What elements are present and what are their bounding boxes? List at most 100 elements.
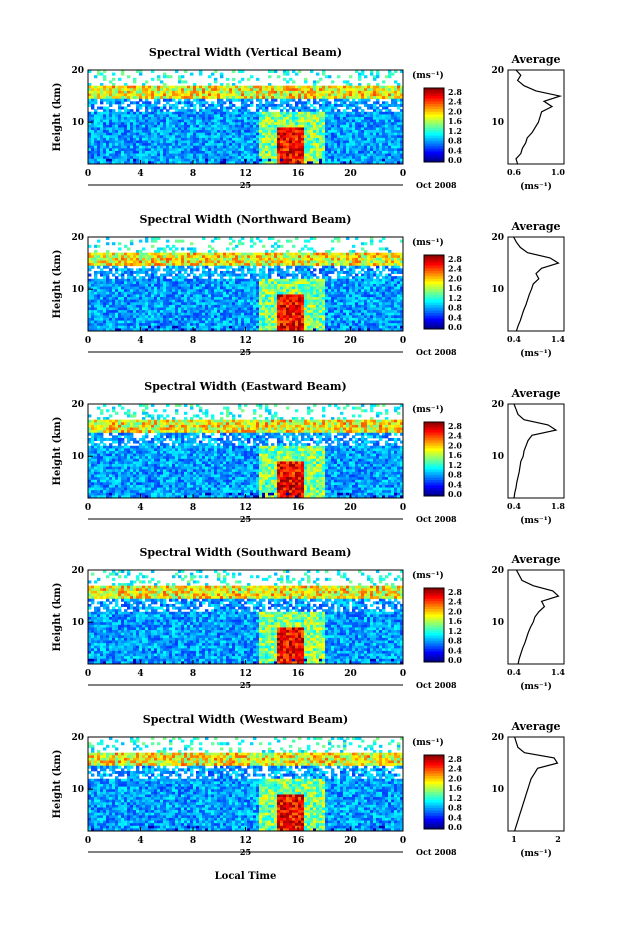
colorbar-swatch	[424, 603, 444, 607]
colorbar-swatch	[424, 595, 444, 599]
x-tick-label: 4	[137, 836, 143, 846]
colorbar-swatch	[424, 440, 444, 444]
panel-2: Spectral Width (Eastward Beam) 20 10 Height…	[52, 380, 565, 526]
colorbar-swatch	[424, 326, 444, 330]
colorbar-units: (ms⁻¹)	[412, 570, 444, 581]
x-tick-label: 8	[190, 836, 196, 846]
colorbar-swatch	[424, 760, 444, 764]
y-axis-label: Height (km)	[52, 250, 63, 319]
colorbar-swatch	[424, 435, 444, 439]
panel-title: Spectral Width (Southward Beam)	[139, 546, 351, 559]
x-tick-label: 0	[85, 503, 91, 513]
colorbar-swatch	[424, 284, 444, 288]
colorbar-swatch	[424, 632, 444, 636]
day-label: 25	[240, 680, 251, 690]
colorbar-swatch	[424, 292, 444, 296]
x-tick-label: 0	[400, 669, 406, 679]
x-tick-label: 0	[400, 336, 406, 346]
colorbar-swatch	[424, 778, 444, 782]
x-tick-label: 16	[292, 336, 305, 346]
colorbar-tick-label: 1.6	[448, 783, 462, 793]
colorbar-units: (ms⁻¹)	[412, 70, 444, 81]
x-tick-label: 8	[190, 669, 196, 679]
colorbar-swatch	[424, 815, 444, 819]
average-x-tick-label: 0.4	[507, 501, 521, 511]
y-tick-label: 20	[71, 400, 84, 410]
colorbar-tick-label: 0.4	[448, 145, 462, 155]
average-profile-line	[515, 569, 560, 665]
colorbar-swatch	[424, 469, 444, 473]
colorbar-swatch	[424, 111, 444, 115]
colorbar-swatch	[424, 117, 444, 121]
average-y-tick-label: 10	[491, 285, 504, 295]
colorbar-swatch	[424, 818, 444, 822]
x-tick-label: 12	[239, 336, 252, 346]
day-label: 25	[240, 514, 251, 524]
colorbar-swatch	[424, 590, 444, 594]
colorbar-frame	[423, 587, 445, 663]
y-tick-label: 10	[71, 785, 84, 795]
day-label: 25	[240, 180, 251, 190]
colorbar-swatch	[424, 88, 444, 92]
colorbar-swatch	[424, 485, 444, 489]
colorbar-tick-label: 2.8	[448, 587, 462, 597]
colorbar-tick-label: 2.4	[448, 431, 462, 441]
colorbar-swatch	[424, 614, 444, 618]
x-tick-label: 12	[239, 503, 252, 513]
colorbar-swatch	[424, 459, 444, 463]
x-tick-label: 16	[292, 503, 305, 513]
colorbar-swatch	[424, 278, 444, 282]
colorbar-swatch	[424, 106, 444, 110]
y-tick-label: 10	[71, 285, 84, 295]
heatmap-cells	[88, 737, 404, 832]
colorbar-swatch	[424, 321, 444, 325]
x-tick-label: 20	[344, 169, 357, 179]
colorbar-frame	[423, 421, 445, 497]
colorbar-swatch	[424, 262, 444, 266]
average-y-tick-label: 20	[491, 733, 504, 743]
colorbar-swatch	[424, 273, 444, 277]
colorbar-swatch	[424, 474, 444, 478]
colorbar-swatch	[424, 276, 444, 280]
colorbar-tick-label: 0.4	[448, 812, 462, 822]
colorbar-swatch	[424, 429, 444, 433]
colorbar-swatch	[424, 313, 444, 317]
colorbar-swatch	[424, 443, 444, 447]
colorbar-swatch	[424, 138, 444, 142]
y-tick-label: 10	[71, 118, 84, 128]
date-label: Oct 2008	[416, 680, 457, 690]
y-tick-label: 10	[71, 452, 84, 462]
colorbar-swatch	[424, 625, 444, 629]
x-tick-label: 4	[137, 669, 143, 679]
colorbar-swatch	[424, 297, 444, 301]
colorbar-swatch	[424, 757, 444, 761]
average-frame	[507, 403, 565, 499]
colorbar-swatch	[424, 294, 444, 298]
colorbar-tick-label: 0.4	[448, 312, 462, 322]
average-title: Average	[510, 53, 560, 66]
y-tick-label: 20	[71, 233, 84, 243]
average-x-tick-label: 1	[511, 834, 517, 844]
average-profile-line	[514, 736, 559, 832]
colorbar-swatch	[424, 490, 444, 494]
colorbar-swatch	[424, 289, 444, 293]
colorbar-swatch	[424, 445, 444, 449]
average-x-tick-label: 0.6	[507, 167, 521, 177]
average-y-tick-label: 10	[491, 785, 504, 795]
colorbar-tick-label: 2.4	[448, 597, 462, 607]
colorbar-tick-label: 1.2	[448, 126, 462, 136]
colorbar-swatch	[424, 310, 444, 314]
colorbar-tick-label: 1.6	[448, 616, 462, 626]
average-x-tick-label: 0.4	[507, 334, 521, 344]
colorbar-swatch	[424, 159, 444, 163]
colorbar-tick-label: 2.0	[448, 773, 462, 783]
average-x-axis-label: (ms⁻¹)	[520, 848, 552, 859]
colorbar-tick-label: 0.0	[448, 822, 462, 832]
colorbar-swatch	[424, 270, 444, 274]
x-tick-label: 4	[137, 169, 143, 179]
x-tick-label: 0	[400, 169, 406, 179]
colorbar-swatch	[424, 132, 444, 136]
colorbar-swatch	[424, 307, 444, 311]
x-tick-label: 16	[292, 169, 305, 179]
